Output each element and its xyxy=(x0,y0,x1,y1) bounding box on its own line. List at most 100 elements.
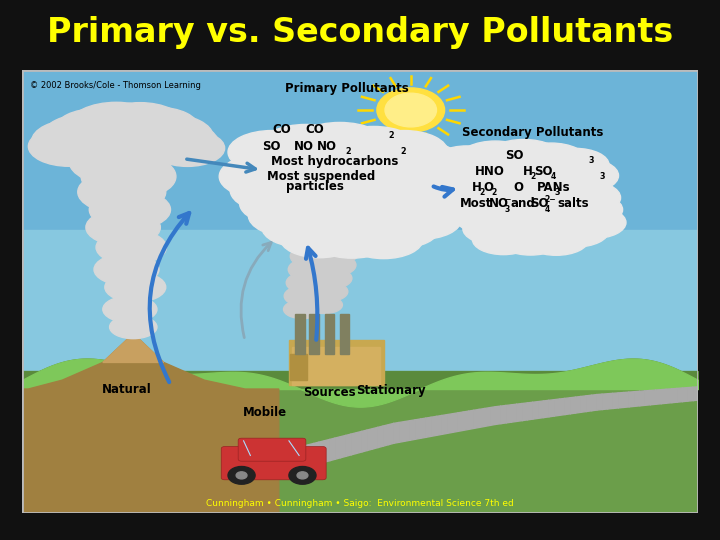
Text: 2−: 2− xyxy=(545,195,557,204)
Ellipse shape xyxy=(96,103,184,146)
Polygon shape xyxy=(103,334,163,362)
Ellipse shape xyxy=(514,143,588,179)
Polygon shape xyxy=(269,456,272,481)
Ellipse shape xyxy=(364,167,458,214)
Ellipse shape xyxy=(121,114,213,159)
Ellipse shape xyxy=(302,174,405,225)
Polygon shape xyxy=(272,455,275,480)
Ellipse shape xyxy=(262,207,343,247)
Ellipse shape xyxy=(555,193,623,226)
Ellipse shape xyxy=(81,153,176,200)
Polygon shape xyxy=(378,426,383,448)
Bar xyxy=(289,354,307,380)
Bar xyxy=(22,230,698,389)
Ellipse shape xyxy=(310,254,356,276)
Text: Natural: Natural xyxy=(102,383,151,396)
Polygon shape xyxy=(346,434,351,456)
Ellipse shape xyxy=(433,153,511,191)
Text: Sources: Sources xyxy=(303,386,356,399)
Ellipse shape xyxy=(541,214,609,247)
Polygon shape xyxy=(613,393,618,408)
Text: Primary vs. Secondary Pollutants: Primary vs. Secondary Pollutants xyxy=(47,16,673,49)
FancyBboxPatch shape xyxy=(238,438,306,461)
Circle shape xyxy=(377,88,444,132)
Ellipse shape xyxy=(284,144,389,195)
Ellipse shape xyxy=(522,153,598,191)
Ellipse shape xyxy=(287,272,332,294)
Ellipse shape xyxy=(472,224,535,255)
Polygon shape xyxy=(227,472,228,498)
Ellipse shape xyxy=(86,209,161,246)
Polygon shape xyxy=(247,465,250,490)
Polygon shape xyxy=(399,422,405,442)
Polygon shape xyxy=(528,402,533,420)
Ellipse shape xyxy=(499,184,577,222)
Polygon shape xyxy=(634,392,639,407)
Text: CO: CO xyxy=(306,124,325,137)
Ellipse shape xyxy=(333,134,434,184)
Ellipse shape xyxy=(370,184,458,227)
Text: Most hydrocarbons: Most hydrocarbons xyxy=(271,156,398,168)
Polygon shape xyxy=(453,413,458,433)
Ellipse shape xyxy=(356,207,440,248)
Text: 2: 2 xyxy=(400,147,406,156)
Ellipse shape xyxy=(472,185,549,224)
Ellipse shape xyxy=(150,130,225,166)
Text: 2: 2 xyxy=(480,188,485,197)
Ellipse shape xyxy=(462,148,546,189)
Ellipse shape xyxy=(219,154,311,199)
Polygon shape xyxy=(383,424,389,446)
Ellipse shape xyxy=(310,217,394,258)
Ellipse shape xyxy=(463,213,528,245)
Polygon shape xyxy=(544,400,549,417)
Polygon shape xyxy=(677,388,683,402)
Polygon shape xyxy=(341,435,346,458)
Ellipse shape xyxy=(455,200,523,234)
Ellipse shape xyxy=(105,272,166,302)
Polygon shape xyxy=(629,392,634,407)
Polygon shape xyxy=(241,468,244,493)
Ellipse shape xyxy=(344,220,423,259)
Ellipse shape xyxy=(55,110,157,159)
Text: NO: NO xyxy=(294,140,315,153)
Ellipse shape xyxy=(380,155,468,198)
Polygon shape xyxy=(500,406,506,424)
Polygon shape xyxy=(683,388,688,402)
Polygon shape xyxy=(533,402,538,419)
Polygon shape xyxy=(586,395,592,411)
Ellipse shape xyxy=(446,188,517,222)
Polygon shape xyxy=(235,470,237,495)
Polygon shape xyxy=(474,409,480,428)
Ellipse shape xyxy=(465,173,546,213)
Polygon shape xyxy=(554,399,559,416)
Ellipse shape xyxy=(328,126,420,172)
Ellipse shape xyxy=(548,158,618,193)
Polygon shape xyxy=(314,442,319,465)
Polygon shape xyxy=(266,458,269,482)
Polygon shape xyxy=(458,412,463,431)
Polygon shape xyxy=(303,445,308,468)
Text: HNO: HNO xyxy=(475,165,505,178)
Ellipse shape xyxy=(515,210,587,245)
Polygon shape xyxy=(656,390,661,404)
Polygon shape xyxy=(253,463,256,488)
Polygon shape xyxy=(297,446,303,469)
Polygon shape xyxy=(426,417,431,437)
Polygon shape xyxy=(361,430,367,452)
Polygon shape xyxy=(522,403,528,421)
Text: salts: salts xyxy=(557,198,589,211)
Polygon shape xyxy=(693,387,698,401)
Ellipse shape xyxy=(252,147,354,197)
Text: and: and xyxy=(511,198,536,211)
Text: Stationary: Stationary xyxy=(356,384,426,397)
Text: NO: NO xyxy=(318,140,338,153)
Text: 2: 2 xyxy=(531,172,536,181)
Text: O: O xyxy=(513,181,523,194)
Ellipse shape xyxy=(280,219,359,258)
Ellipse shape xyxy=(288,258,337,281)
Polygon shape xyxy=(356,431,361,454)
Ellipse shape xyxy=(523,176,600,213)
Polygon shape xyxy=(442,415,447,434)
Ellipse shape xyxy=(69,102,163,149)
Ellipse shape xyxy=(317,146,417,195)
